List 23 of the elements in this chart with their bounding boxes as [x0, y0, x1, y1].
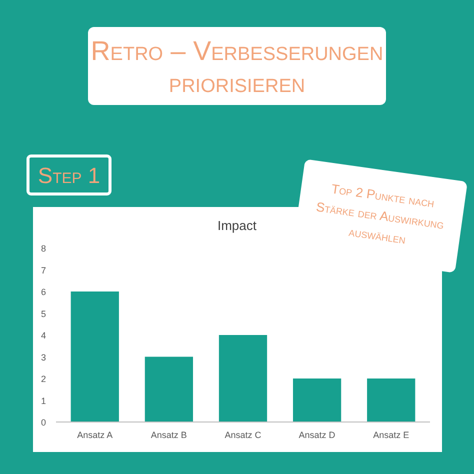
y-tick-label: 6	[40, 287, 46, 297]
text: Retro – Verbesserungen priorisieren	[90, 36, 384, 98]
y-tick-label: 4	[40, 330, 46, 340]
y-tick-label: 2	[40, 374, 46, 384]
text: Top 2 Punkte nach Stärke der Auswirkung auswählen	[315, 181, 445, 247]
bar	[144, 356, 194, 422]
x-tick-label: Ansatz C	[224, 430, 262, 440]
y-tick-label: 5	[40, 308, 46, 319]
x-tick-label: Ansatz A	[77, 430, 113, 440]
chart-title: Impact	[217, 218, 257, 233]
x-tick-label: Ansatz E	[373, 430, 410, 440]
bar	[367, 378, 416, 422]
bar	[70, 292, 119, 422]
y-tick-label: 1	[40, 396, 46, 406]
y-tick-label: 8	[40, 244, 46, 254]
bar	[218, 335, 268, 422]
x-tick-label: Ansatz D	[298, 430, 336, 440]
y-tick-label: 7	[40, 265, 46, 276]
y-tick-label: 3	[40, 352, 46, 362]
x-tick-label: Ansatz B	[150, 430, 187, 440]
bar	[292, 378, 342, 422]
text: Step 1	[38, 163, 100, 188]
y-tick-label: 0	[40, 418, 46, 428]
